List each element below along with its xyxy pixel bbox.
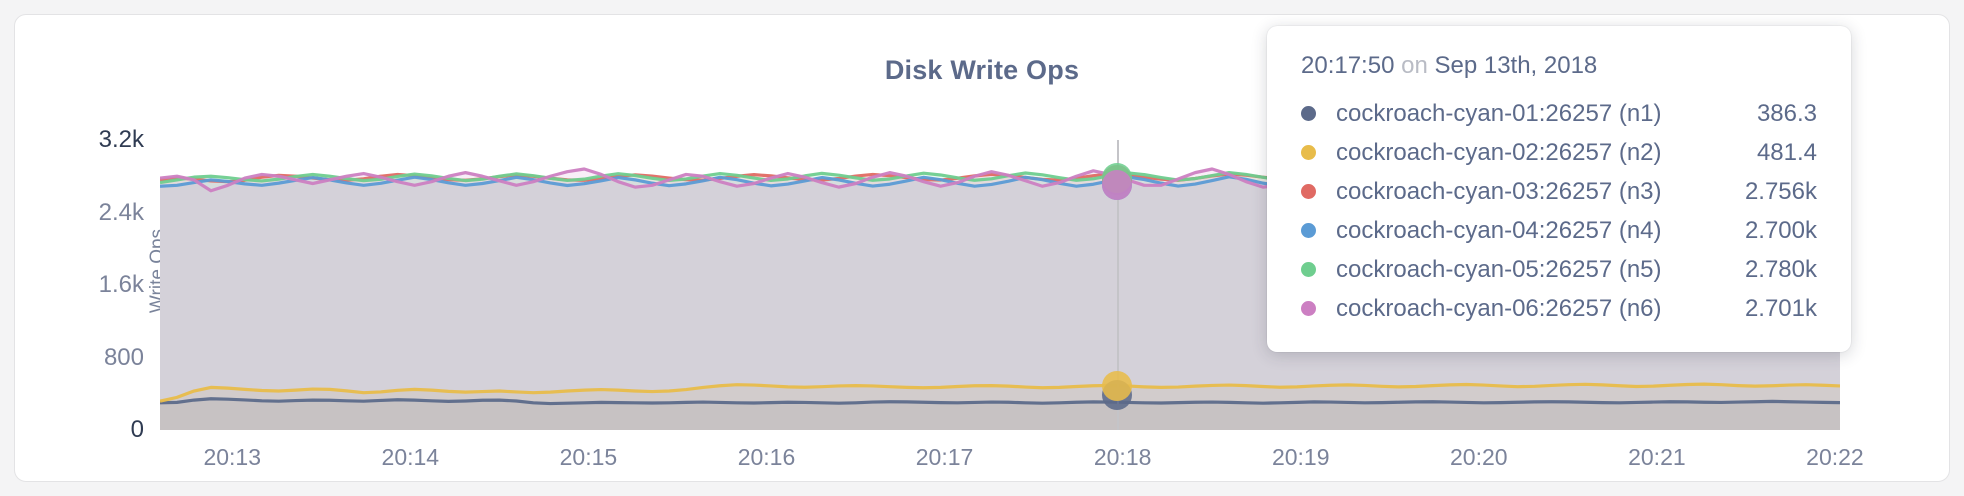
tooltip-series-value: 2.700k [1744,216,1817,244]
x-tick-20-18: 20:18 [1093,444,1152,470]
tooltip-series-value: 386.3 [1756,99,1817,127]
hover-marker-n6 [1102,170,1133,201]
x-tick-20-22: 20:22 [1806,444,1864,470]
x-tick-20-19: 20:19 [1271,444,1330,470]
hover-marker-n2 [1102,371,1133,402]
x-tick-20-13: 20:13 [203,444,262,470]
x-tick-20-14: 20:14 [381,444,440,470]
tooltip-series-label: cockroach-cyan-03:26257 (n3) [1336,177,1662,205]
hover-cursor-line [1117,140,1120,430]
x-tick-20-17: 20:17 [915,444,974,470]
tooltip-series-value: 481.4 [1756,138,1817,166]
series-dot-n4-icon [1301,223,1316,238]
chart-card: Disk Write Ops Write Ops 0 800 1.6k 2.4k 3.2… [14,14,1950,482]
y-tick-0: 0 [130,416,144,443]
tooltip-rows: cockroach-cyan-01:26257 (n1) 386.3 cockroa… [1301,94,1817,328]
y-tick-2.4k: 2.4k [98,198,144,226]
x-tick-20-15: 20:15 [559,444,618,470]
tooltip-header: 20:17:50 on Sep 13th, 2018 [1301,52,1817,80]
tooltip-series-label: cockroach-cyan-05:26257 (n5) [1336,255,1662,283]
tooltip-row: cockroach-cyan-05:26257 (n5) 2.780k [1301,250,1817,289]
series-dot-n6-icon [1301,301,1316,316]
tooltip-series-value: 2.701k [1744,294,1817,322]
tooltip-on-word: on [1401,52,1428,79]
tooltip-series-label: cockroach-cyan-02:26257 (n2) [1336,138,1662,166]
series-dot-n1-icon [1301,106,1316,121]
tooltip-series-label: cockroach-cyan-01:26257 (n1) [1336,99,1662,127]
x-tick-20-16: 20:16 [737,444,796,470]
tooltip-row: cockroach-cyan-02:26257 (n2) 481.4 [1301,133,1817,172]
tooltip-series-value: 2.756k [1744,177,1817,205]
x-tick-20-20: 20:20 [1450,444,1508,470]
series-dot-n2-icon [1301,145,1316,160]
tooltip-series-label: cockroach-cyan-04:26257 (n4) [1336,216,1662,244]
series-dot-n3-icon [1301,184,1316,199]
tooltip-series-label: cockroach-cyan-06:26257 (n6) [1336,294,1662,322]
tooltip-row: cockroach-cyan-06:26257 (n6) 2.701k [1301,289,1817,328]
tooltip-date: Sep 13th, 2018 [1434,52,1598,79]
y-tick-800: 800 [103,343,144,371]
x-tick-20-21: 20:21 [1628,444,1686,470]
page-title: Disk Write Ops [884,55,1080,85]
tooltip-row: cockroach-cyan-01:26257 (n1) 386.3 [1301,94,1817,133]
tooltip-row: cockroach-cyan-03:26257 (n3) 2.756k [1301,172,1817,211]
tooltip-series-value: 2.780k [1744,255,1817,283]
tooltip-row: cockroach-cyan-04:26257 (n4) 2.700k [1301,211,1817,250]
hover-tooltip: 20:17:50 on Sep 13th, 2018 cockroach-cya… [1267,26,1851,352]
y-tick-3.2k: 3.2k [98,126,144,153]
tooltip-time: 20:17:50 [1301,52,1395,79]
y-tick-1.6k: 1.6k [98,271,144,298]
series-dot-n5-icon [1301,262,1316,277]
